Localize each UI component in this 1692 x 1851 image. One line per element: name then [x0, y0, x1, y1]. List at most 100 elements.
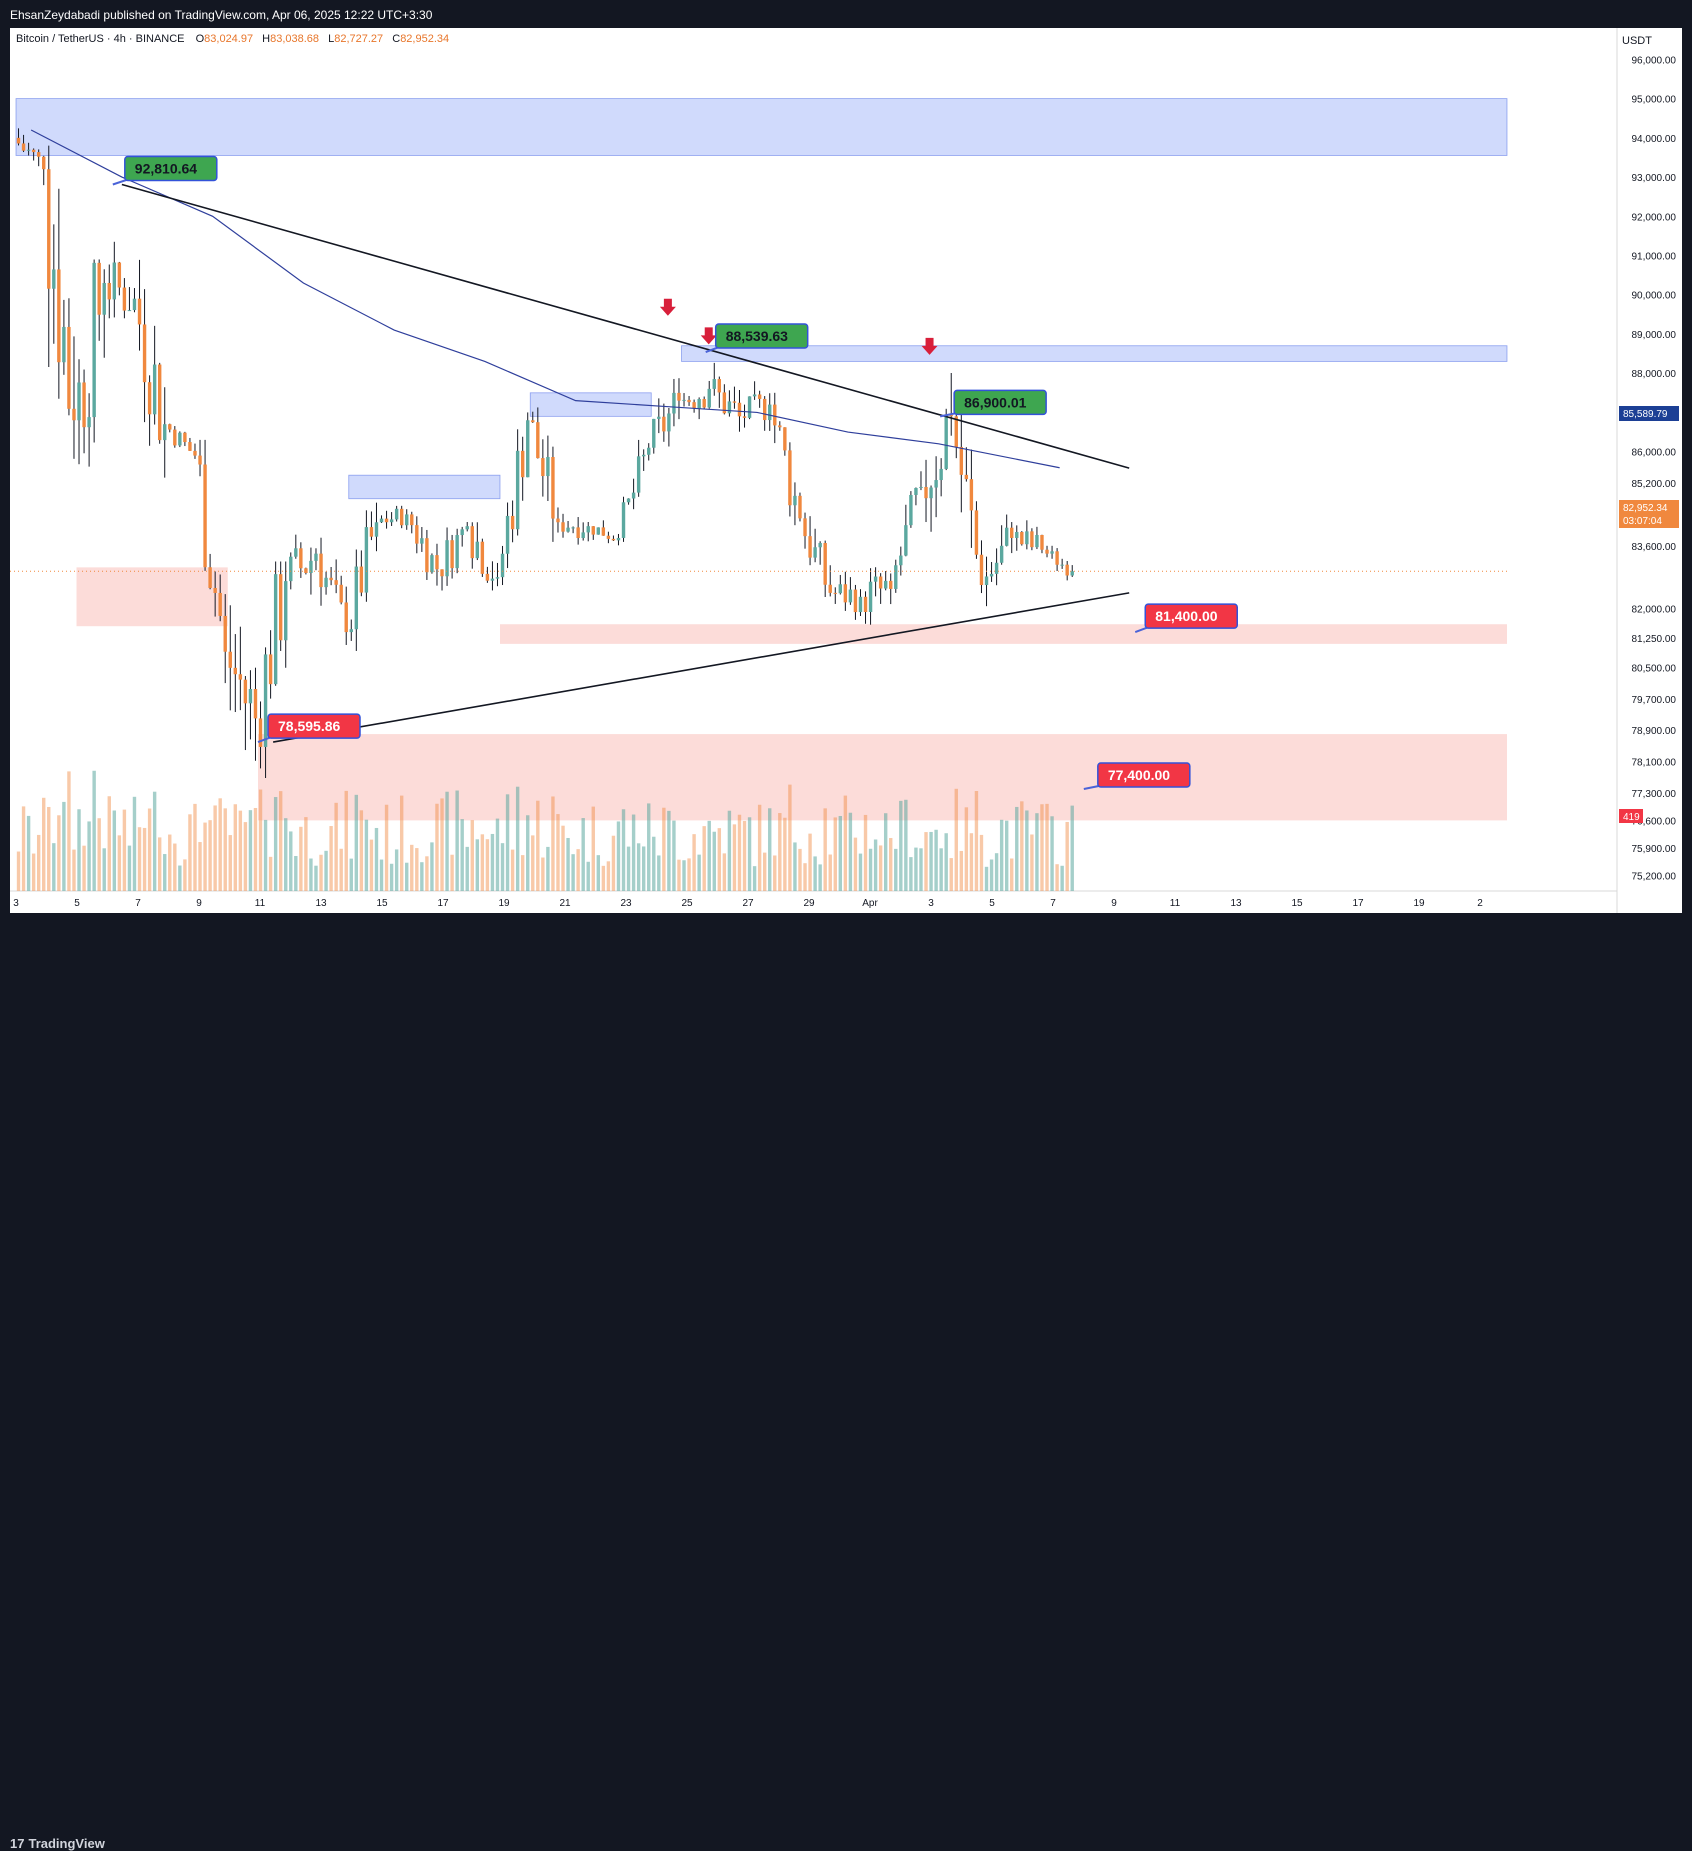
volume-bar	[979, 834, 984, 891]
volume-bar	[1015, 806, 1019, 891]
date-tick-label: 5	[989, 898, 995, 909]
candle-body	[788, 450, 792, 506]
volume-bar	[939, 848, 943, 891]
high-value: 83,038.68	[270, 33, 319, 45]
date-tick-label: 15	[376, 898, 388, 909]
volume-bar	[1050, 816, 1054, 891]
candle-body	[793, 495, 797, 506]
red-zone-6	[258, 734, 1507, 821]
candle-body	[1055, 551, 1059, 565]
candle-body	[278, 574, 283, 641]
candle-body	[828, 584, 832, 593]
volume-bar	[57, 815, 61, 891]
volume-bar	[702, 826, 706, 891]
volume-bar	[465, 846, 469, 891]
volume-bar	[455, 790, 459, 891]
candle-body	[405, 514, 409, 526]
volume-bar	[1070, 805, 1074, 891]
price-chart[interactable]: USDT 92,810.64 88,539.63 86,900.01 78,595.8…	[10, 28, 1682, 913]
volume-bar	[546, 846, 550, 891]
date-axis-ticks: 3 5 7 9 11 13 15 17 19 21 23 25 27 29 Apr 3 5 7 9 11 13 15 17 1…	[13, 898, 1483, 909]
descending-trendline	[121, 183, 1130, 469]
candle-body	[198, 455, 202, 465]
currency-label: USDT	[1622, 35, 1652, 47]
candle-body	[768, 404, 772, 421]
candle-body	[999, 545, 1004, 563]
volume-bar	[621, 809, 626, 891]
candle-body	[929, 487, 933, 499]
price-tick-label: 75,200.00	[1632, 871, 1677, 882]
volume-bar	[72, 849, 76, 891]
volume-bar	[697, 854, 701, 891]
volume-bar	[289, 831, 293, 891]
candle-body	[31, 149, 36, 153]
candle-body	[616, 537, 621, 541]
price-axis-panel[interactable]	[1617, 28, 1682, 913]
chart-frame[interactable]: USDT 92,810.64 88,539.63 86,900.01 78,595.8…	[10, 28, 1682, 913]
price-tick-label: 83,600.00	[1632, 542, 1677, 553]
volume-bar	[339, 848, 343, 891]
volume-bar	[505, 794, 510, 891]
volume-bar	[500, 843, 505, 891]
volume-bar	[773, 855, 777, 891]
volume-bar	[198, 842, 202, 891]
volume-bar	[813, 856, 817, 891]
volume-bar	[949, 858, 953, 891]
volume-bar	[334, 802, 338, 891]
volume-bar	[858, 853, 863, 891]
volume-bar	[652, 836, 656, 891]
volume-bar	[354, 794, 359, 891]
volume-bar	[899, 800, 903, 891]
candle-body	[163, 424, 167, 441]
candle-body	[798, 495, 802, 519]
candle-body	[82, 382, 86, 428]
volume-bar	[228, 835, 232, 891]
volume-bar	[359, 810, 364, 891]
volume-bar	[1060, 865, 1064, 891]
volume-bar	[183, 859, 187, 891]
candle-body	[52, 269, 56, 289]
date-tick-label: 9	[196, 898, 202, 909]
tradingview-logo[interactable]: 17 TradingView	[10, 1836, 105, 1851]
volume-bar	[410, 844, 414, 891]
candle-body	[314, 553, 318, 561]
candle-body	[1060, 564, 1064, 566]
candle-body	[566, 527, 570, 532]
volume-bar	[606, 861, 611, 891]
candle-body	[848, 589, 853, 603]
candle-body	[485, 573, 490, 581]
candle-body	[228, 651, 232, 668]
volume-bar	[243, 822, 248, 891]
candle-body	[687, 399, 691, 403]
volume-bar	[828, 854, 832, 891]
volume-layer	[16, 770, 1074, 891]
candle-body	[505, 515, 510, 554]
volume-bar	[515, 786, 520, 891]
candle-body	[87, 417, 91, 428]
candle-body	[389, 519, 394, 523]
candle-body	[137, 298, 142, 325]
candle-body	[813, 547, 817, 558]
volume-bar	[768, 808, 772, 891]
candle-body	[662, 416, 666, 432]
volume-bar	[26, 815, 31, 891]
volume-badge: 419	[1619, 809, 1643, 823]
volume-bar	[379, 859, 384, 891]
candle-body	[369, 527, 374, 537]
candle-body	[263, 654, 268, 747]
candle-body	[1030, 531, 1034, 548]
date-tick-label: 7	[135, 898, 141, 909]
volume-bar	[1010, 858, 1014, 891]
candle-body	[621, 502, 626, 538]
candle-body	[379, 518, 384, 523]
down-arrow-icon	[700, 327, 717, 345]
volume-bar	[16, 851, 21, 891]
candle-body	[742, 416, 747, 418]
price-tick-label: 75,900.00	[1632, 844, 1677, 855]
candle-body	[1010, 527, 1014, 538]
volume-bar	[868, 848, 873, 891]
volume-bar	[460, 819, 464, 891]
candle-body	[42, 156, 46, 170]
candle-body	[510, 515, 515, 530]
volume-bar	[843, 795, 848, 891]
